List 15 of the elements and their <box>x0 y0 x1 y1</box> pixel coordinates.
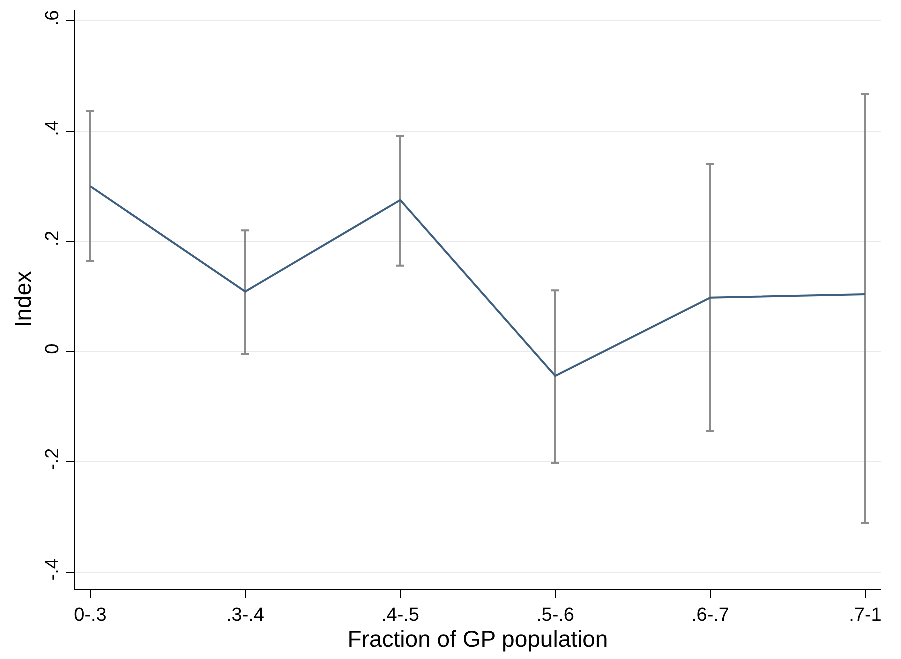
x-tick-label: .5-.6 <box>536 604 575 626</box>
x-axis-title: Fraction of GP population <box>348 626 608 652</box>
x-tick-label: .3-.4 <box>226 604 265 626</box>
y-axis-title: Index <box>10 270 36 328</box>
y-tick-label: 0 <box>42 344 64 354</box>
x-tick-label: 0-.3 <box>74 604 107 626</box>
x-tick-label: .4-.5 <box>381 604 420 626</box>
y-tick-label: .4 <box>42 120 64 136</box>
line-series <box>90 185 866 378</box>
y-tick-label: .2 <box>42 230 64 247</box>
x-tick-label: .6-.7 <box>691 604 730 626</box>
x-tick-label: .7-1 <box>849 604 882 626</box>
y-tick-label: -.2 <box>42 448 64 470</box>
y-tick-label: -.4 <box>42 558 64 581</box>
y-tick-label: .6 <box>42 10 64 26</box>
